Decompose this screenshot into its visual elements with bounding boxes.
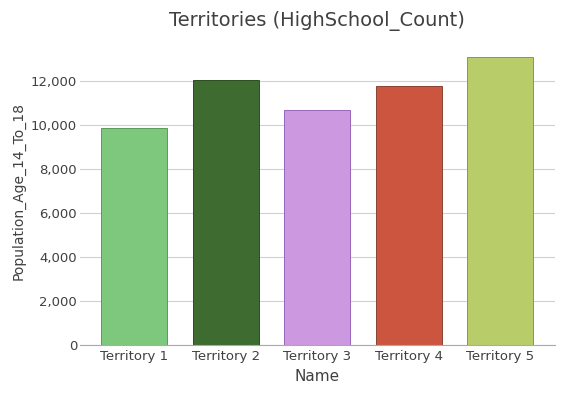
Title: Territories (HighSchool_Count): Territories (HighSchool_Count): [169, 11, 465, 31]
Bar: [193, 80, 259, 345]
Bar: [101, 128, 168, 345]
Bar: [285, 110, 350, 345]
X-axis label: Name: Name: [295, 369, 340, 384]
Y-axis label: Population_Age_14_To_18: Population_Age_14_To_18: [11, 102, 25, 280]
Bar: [468, 57, 533, 345]
Bar: [376, 86, 442, 345]
